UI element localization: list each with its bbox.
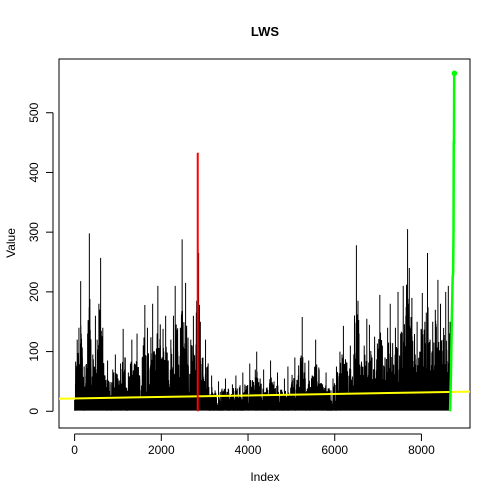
y-tick-label: 500	[27, 102, 41, 122]
x-tick-label: 6000	[321, 443, 348, 457]
y-axis-label: Value	[4, 228, 18, 258]
series-layer	[58, 70, 471, 412]
observed-series-line	[74, 229, 451, 411]
forecast-line	[448, 72, 456, 412]
x-tick-label: 8000	[408, 443, 435, 457]
x-tick-label: 0	[71, 443, 78, 457]
x-tick-label: 4000	[235, 443, 262, 457]
y-tick-label: 200	[27, 282, 41, 302]
forecast-endpoint-point	[451, 70, 458, 77]
x-axis-label: Index	[250, 470, 279, 484]
y-tick-label: 300	[27, 222, 41, 242]
x-axis: 0 2000 4000 6000 8000	[71, 433, 435, 457]
x-tick-label: 2000	[148, 443, 175, 457]
plot-frame	[58, 58, 471, 429]
y-tick-label: 0	[27, 408, 41, 415]
chart-title: LWS	[251, 24, 279, 39]
y-tick-label: 400	[27, 162, 41, 182]
trend-line	[58, 390, 471, 400]
y-tick-label: 100	[27, 341, 41, 361]
y-axis: 0 100 200 300 400 500	[27, 102, 54, 415]
